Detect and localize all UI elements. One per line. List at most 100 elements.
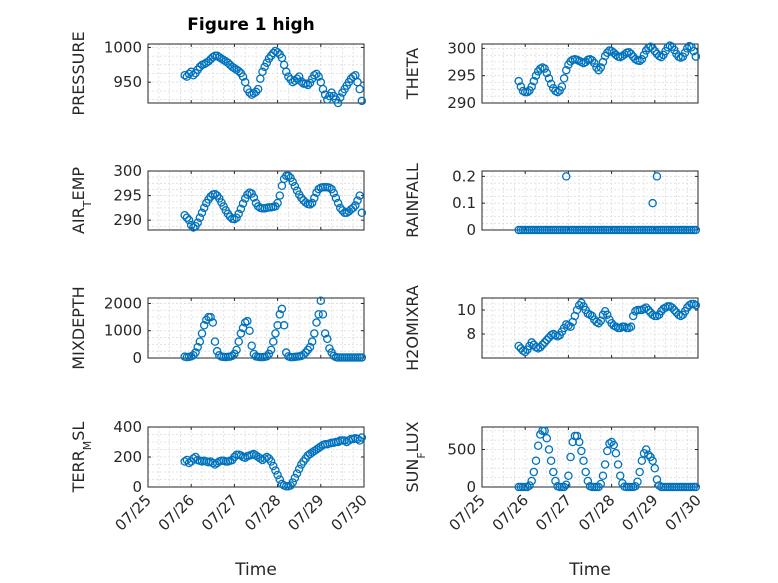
data-point bbox=[195, 213, 205, 222]
data-point bbox=[648, 456, 657, 465]
y-tick-label: 950 bbox=[113, 73, 142, 91]
data-point bbox=[514, 76, 523, 86]
data-point bbox=[264, 349, 274, 359]
data-point bbox=[583, 476, 593, 486]
data-point bbox=[305, 342, 315, 352]
data-point bbox=[531, 71, 541, 80]
data-point bbox=[236, 204, 246, 214]
data-point bbox=[210, 189, 220, 199]
data-point bbox=[600, 460, 610, 469]
data-point bbox=[531, 456, 541, 465]
data-point bbox=[238, 199, 248, 208]
data-point bbox=[529, 76, 539, 86]
data-point bbox=[355, 191, 364, 200]
data-point bbox=[290, 473, 300, 483]
axes-box bbox=[481, 426, 699, 488]
data-point bbox=[314, 72, 323, 81]
y-axis-label: SUNFLUX bbox=[403, 421, 428, 492]
data-point bbox=[262, 352, 272, 361]
data-point bbox=[620, 50, 629, 59]
data-point bbox=[357, 353, 367, 362]
data-point bbox=[189, 70, 198, 80]
data-point bbox=[628, 311, 638, 321]
y-tick-label: 0 bbox=[466, 478, 476, 496]
y-axis-label: MIXDEPTH bbox=[69, 286, 88, 369]
data-point bbox=[564, 471, 573, 480]
data-point bbox=[262, 452, 272, 462]
mixdepth-series bbox=[180, 296, 367, 362]
data-point bbox=[559, 482, 569, 492]
y-axis-label: AIRTEMP bbox=[69, 167, 94, 234]
data-point bbox=[626, 322, 636, 332]
data-point bbox=[310, 329, 319, 338]
data-point bbox=[657, 52, 666, 62]
y-axis-label: H2OMIXRA bbox=[403, 285, 422, 371]
data-point bbox=[357, 96, 367, 106]
data-point bbox=[305, 78, 315, 88]
terr-msl-series bbox=[180, 433, 367, 491]
data-point bbox=[603, 446, 612, 456]
data-point bbox=[294, 72, 304, 81]
data-point bbox=[637, 456, 647, 465]
data-point bbox=[538, 340, 547, 350]
data-point bbox=[540, 338, 549, 347]
data-point bbox=[275, 475, 285, 484]
data-point bbox=[310, 193, 319, 203]
y-tick-label: 200 bbox=[113, 448, 142, 466]
x-axis-label: Time bbox=[568, 560, 611, 580]
data-point bbox=[557, 82, 567, 91]
x-axis-label: Time bbox=[234, 560, 277, 580]
data-point bbox=[540, 426, 549, 435]
data-point bbox=[525, 481, 534, 490]
sun-flux-series bbox=[514, 426, 701, 492]
data-point bbox=[256, 74, 265, 83]
mixdepth-subplot: 0 1000 2000 MIXDEPTH bbox=[69, 286, 367, 370]
data-point bbox=[269, 461, 278, 471]
data-point bbox=[353, 196, 362, 205]
data-point bbox=[312, 318, 321, 327]
data-point bbox=[546, 456, 556, 465]
data-point bbox=[561, 480, 571, 489]
x-tick-label: 07/28 bbox=[241, 491, 284, 534]
rainfall-subplot: 0 0.1 0.2 RAINFALL bbox=[403, 163, 701, 239]
data-point bbox=[566, 322, 575, 332]
data-point bbox=[292, 74, 302, 83]
data-point bbox=[333, 198, 343, 208]
sun-flux-subplot: 0 500 07/25 07/26 07/27 07/28 07/29 07/30 Time SU… bbox=[403, 421, 705, 580]
data-point bbox=[197, 329, 207, 338]
data-point bbox=[514, 341, 523, 351]
data-point bbox=[523, 482, 532, 492]
data-point bbox=[516, 82, 526, 91]
y-axis-label: TERRMSL bbox=[69, 422, 94, 494]
data-point bbox=[195, 337, 205, 346]
y-tick-label: 1000 bbox=[104, 38, 142, 56]
data-point bbox=[297, 77, 306, 86]
data-point bbox=[577, 446, 586, 456]
data-point bbox=[641, 303, 651, 312]
data-point bbox=[549, 467, 558, 477]
y-tick-label: 10 bbox=[457, 301, 476, 319]
data-point bbox=[318, 310, 328, 319]
data-point bbox=[635, 56, 644, 66]
x-tick-label: 07/26 bbox=[489, 491, 532, 534]
y-tick-label: 290 bbox=[447, 94, 476, 112]
y-tick-label: 295 bbox=[447, 67, 476, 85]
y-tick-label: 500 bbox=[447, 441, 476, 459]
data-point bbox=[644, 450, 653, 459]
data-point bbox=[206, 312, 215, 322]
data-point bbox=[633, 477, 642, 486]
data-point bbox=[227, 62, 237, 72]
data-point bbox=[180, 70, 189, 80]
data-point bbox=[180, 457, 189, 466]
data-point bbox=[273, 470, 282, 480]
data-point bbox=[609, 440, 619, 450]
data-point bbox=[613, 460, 623, 469]
data-point bbox=[208, 52, 218, 62]
y-tick-label: 2000 bbox=[104, 294, 142, 312]
air-temp-subplot: 290 295 300 AIRTEMP bbox=[69, 162, 367, 234]
data-point bbox=[299, 350, 308, 359]
data-point bbox=[193, 342, 202, 352]
data-point bbox=[357, 208, 367, 218]
data-point bbox=[245, 88, 254, 97]
